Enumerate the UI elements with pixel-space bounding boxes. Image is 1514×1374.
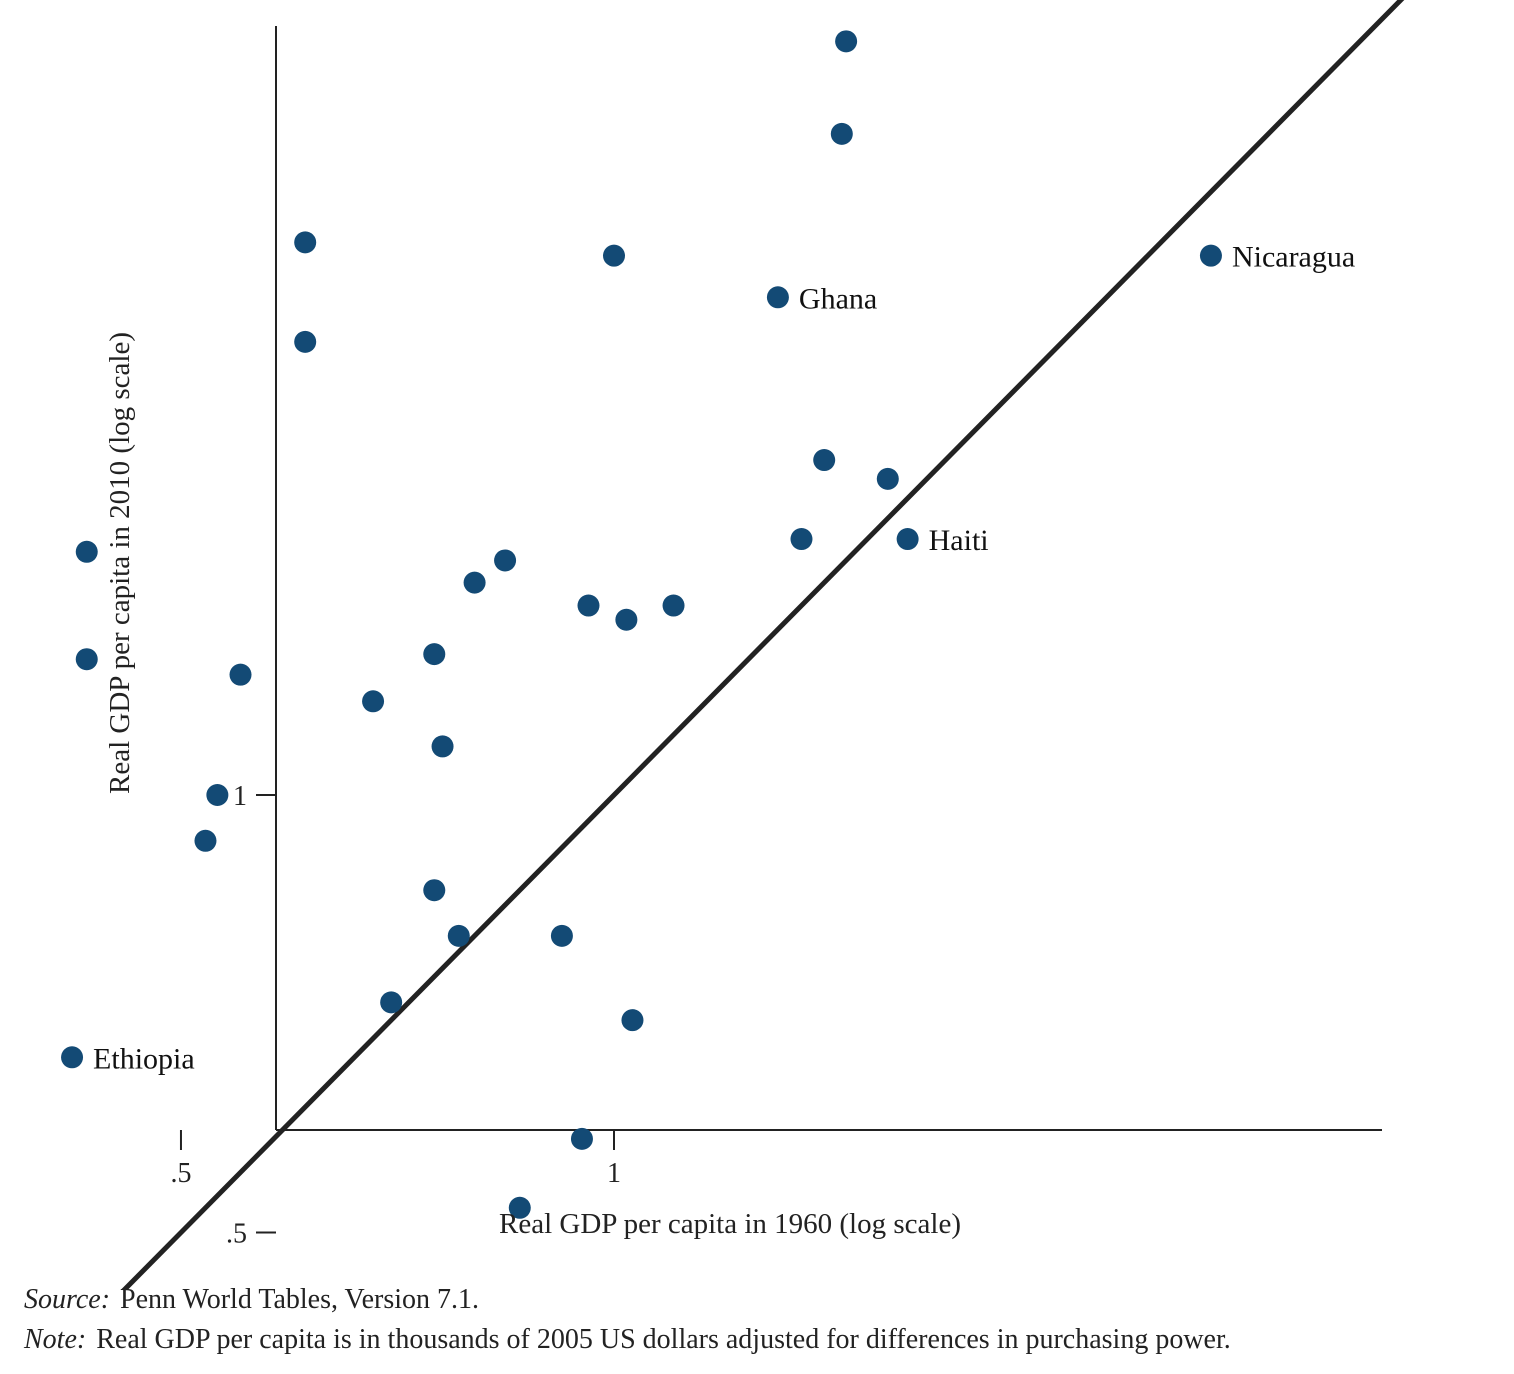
point-label: Haiti	[929, 524, 989, 557]
axes	[275, 26, 1382, 1131]
data-point-haiti	[896, 528, 919, 551]
data-point	[194, 829, 217, 852]
data-point	[830, 122, 853, 145]
source-note: Source: Penn World Tables, Version 7.1.	[24, 1284, 479, 1316]
data-point	[550, 924, 573, 947]
source-text: Penn World Tables, Version 7.1.	[120, 1284, 480, 1315]
data-point	[508, 1196, 531, 1219]
x-tick-label: .5	[170, 1158, 191, 1189]
data-point	[662, 594, 685, 617]
data-point	[603, 244, 625, 267]
note-text: Real GDP per capita is in thousands of 2…	[96, 1324, 1231, 1355]
data-point	[494, 549, 517, 572]
point-labels: ChinaIndiaGhanaNicaraguaHaitiEthiopiaBur…	[93, 241, 1355, 1076]
data-point-ethiopia	[61, 1046, 84, 1069]
data-point	[362, 690, 385, 713]
data-points	[61, 30, 1222, 1219]
data-point	[615, 608, 638, 631]
data-point	[206, 784, 229, 806]
data-point	[463, 571, 486, 594]
data-point	[447, 924, 470, 947]
explanatory-note: Note: Real GDP per capita is in thousands…	[24, 1324, 1231, 1356]
data-point	[294, 231, 317, 254]
data-point	[423, 879, 446, 902]
point-label: Nicaragua	[1232, 241, 1355, 274]
data-point	[431, 735, 454, 758]
data-point	[876, 467, 899, 490]
data-point-nicaragua	[1199, 244, 1222, 267]
x-tick-label: 1	[607, 1158, 621, 1189]
data-point	[577, 594, 600, 617]
data-point	[570, 1127, 593, 1150]
note-label: Note:	[24, 1324, 87, 1355]
x-axis-title: Real GDP per capita in 1960 (log scale)	[499, 1208, 961, 1240]
y-axis-title: Real GDP per capita in 2010 (log scale)	[104, 332, 136, 794]
point-label: Ghana	[799, 282, 877, 315]
data-point	[813, 449, 836, 472]
data-point	[294, 330, 317, 353]
data-point	[75, 540, 98, 563]
source-label: Source:	[24, 1284, 111, 1315]
point-label: Ethiopia	[93, 1042, 195, 1075]
y-ticks: .515102550	[226, 781, 276, 1250]
scatter-chart: .515102550 .515102550 ChinaIndiaGhanaNic…	[61, 0, 1405, 1290]
data-point	[790, 528, 813, 551]
data-point	[229, 663, 252, 686]
data-point	[75, 648, 98, 671]
forty-five-degree-line	[120, 0, 1405, 1290]
y-tick-label: .5	[226, 1219, 247, 1250]
y-tick-label: 1	[233, 781, 247, 812]
data-point	[835, 30, 858, 53]
data-point	[380, 991, 403, 1014]
data-point	[423, 643, 446, 666]
data-point	[621, 1009, 644, 1032]
data-point-ghana	[766, 286, 789, 309]
x-ticks: .515102550	[170, 1130, 621, 1189]
